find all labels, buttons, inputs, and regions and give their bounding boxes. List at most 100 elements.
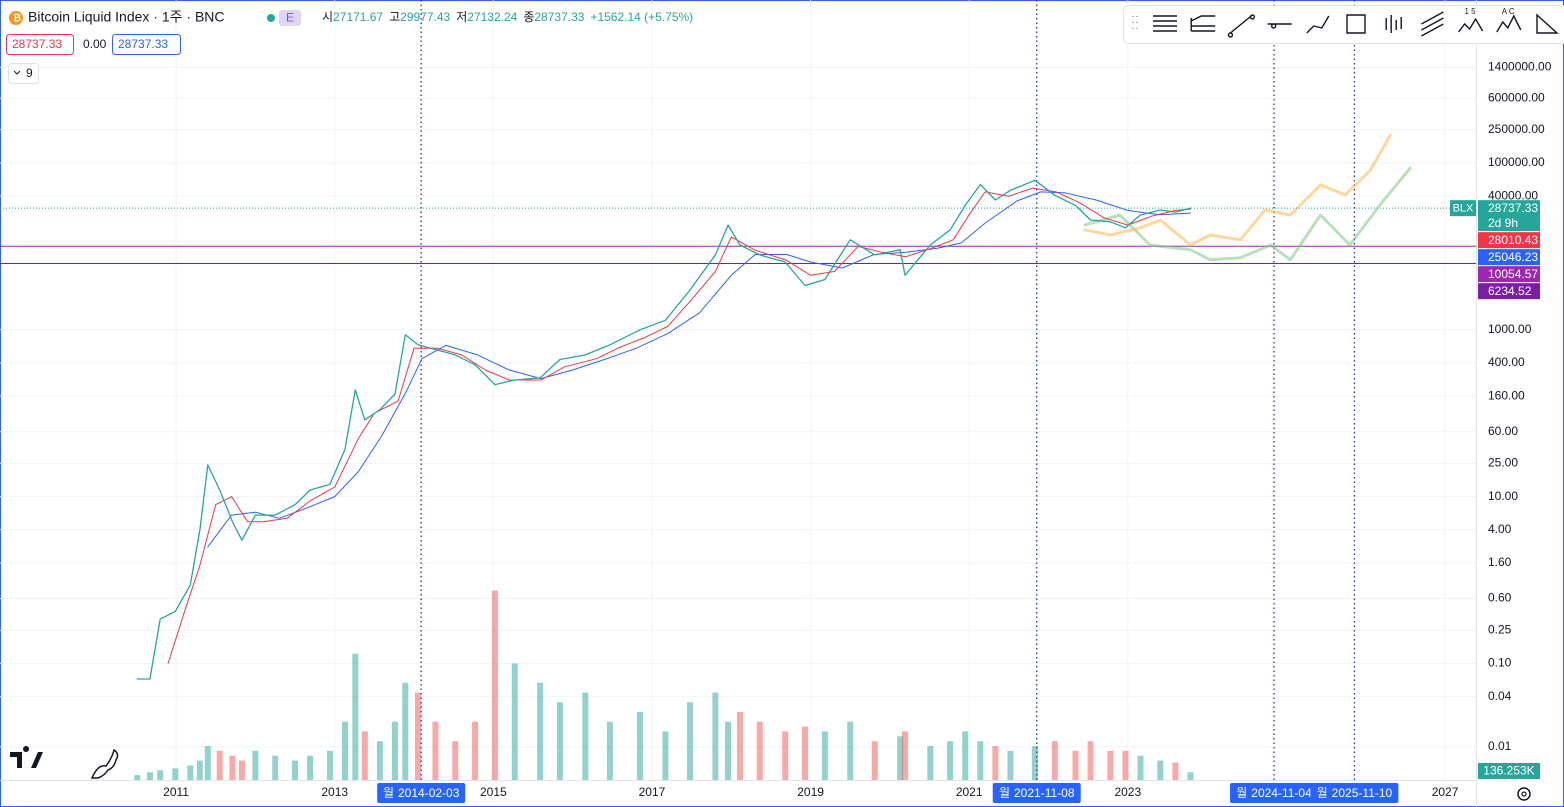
volume-bar: [352, 653, 359, 780]
price-tag-label: 25046.23: [1488, 250, 1538, 264]
volume-bar: [1137, 755, 1144, 780]
volume-pane: [134, 590, 1194, 780]
weekday: 월: [1236, 786, 1247, 800]
volume-bar: [821, 731, 828, 780]
date: 2014-02-03: [398, 786, 460, 800]
y-tick-label: 100000.00: [1488, 155, 1545, 169]
series-line: [207, 191, 1191, 548]
date-tag: [1230, 783, 1319, 803]
y-tick-label: 160.00: [1488, 388, 1525, 402]
tool-icon[interactable]: [1346, 14, 1366, 34]
settings-icon[interactable]: [1517, 787, 1531, 801]
weekday: 월: [1317, 786, 1328, 800]
tool-icon[interactable]: [1227, 14, 1256, 38]
volume-bar: [272, 755, 279, 780]
input-box[interactable]: [112, 34, 181, 55]
y-tick-label: 1400000.00: [1488, 60, 1552, 74]
volume-bar: [376, 741, 383, 780]
tool-icon[interactable]: [1153, 15, 1177, 32]
volume-bar: [134, 775, 141, 780]
logo: [10, 746, 43, 768]
x-tick-label: 2023: [1114, 785, 1141, 799]
y-tick-label: 1000.00: [1488, 322, 1532, 336]
volume-bar: [871, 741, 878, 780]
ohlc: 시27171.67 고29977.43 저27132.24 종28737.33 +156…: [322, 10, 693, 24]
tool-icon[interactable]: [1190, 15, 1216, 32]
tool-icon[interactable]: [1458, 17, 1484, 33]
volume-bar: [1007, 750, 1014, 780]
series-line: [136, 179, 1192, 680]
y-tick-label: 250000.00: [1488, 122, 1545, 136]
y-tick-label: 60.00: [1488, 424, 1518, 438]
volume-bar: [402, 682, 409, 780]
tool-icon[interactable]: [1385, 15, 1402, 33]
series-line: [1083, 133, 1392, 247]
weekday: 월: [999, 786, 1010, 800]
volume-bar: [962, 731, 969, 780]
tool-icon[interactable]: [1536, 13, 1559, 34]
tool-icon[interactable]: [1496, 14, 1522, 33]
x-tick-label: 2021: [956, 785, 983, 799]
volume-bar: [1087, 741, 1094, 780]
badge-box: [279, 10, 301, 26]
series-name-tag: [1450, 200, 1476, 217]
volume-bar: [472, 721, 479, 780]
date: 2024-11-04: [1251, 786, 1312, 800]
replay-icon[interactable]: [90, 748, 119, 779]
volume-bar: [1072, 750, 1079, 780]
y-tick-label: 0.01: [1488, 739, 1512, 753]
date-tag-label: 월 2021-11-08: [999, 786, 1075, 800]
volume-bar: [1187, 772, 1194, 780]
tool-icon[interactable]: [1421, 11, 1444, 37]
y-tick-label: 0.25: [1488, 622, 1512, 636]
indicators-toggle[interactable]: [8, 63, 39, 84]
price-tag-label: 28737.33: [1488, 201, 1538, 215]
x-tick-label: 2017: [639, 785, 666, 799]
drawing-toolbar: [1123, 5, 1564, 44]
market-status: [267, 14, 275, 22]
price-tag: [1478, 266, 1540, 283]
volume-bar: [712, 692, 719, 780]
volume-bar: [172, 768, 179, 780]
date-tag-label: 월 2014-02-03: [383, 786, 460, 800]
volume-bar: [556, 702, 563, 780]
symbol-icon: [9, 11, 23, 25]
volume-bar: [432, 721, 439, 780]
price-tag: [1478, 200, 1540, 232]
ohlc-key: 종: [523, 10, 534, 24]
volume-tag-label: 136.253K: [1483, 764, 1534, 778]
volume-tag: [1478, 763, 1540, 779]
input-box[interactable]: [6, 34, 74, 55]
price-tag: [1478, 249, 1540, 266]
volume-bar: [977, 741, 984, 780]
symbol-title[interactable]: Bitcoin Liquid Index · 1주 · BNC: [28, 9, 225, 25]
series-line: [1083, 166, 1412, 262]
volume-bar: [662, 731, 669, 780]
volume-bar: [216, 750, 223, 780]
tool-icon[interactable]: [1306, 15, 1330, 34]
volume-bar: [238, 760, 245, 780]
volume-bar: [637, 712, 644, 780]
volume-bar: [146, 772, 153, 780]
volume-bar: [802, 726, 809, 780]
x-tick-label: 2027: [1432, 785, 1459, 799]
volume-bar: [229, 755, 236, 780]
price-tag-label: 6234.52: [1488, 284, 1532, 298]
volume-bar: [414, 692, 421, 780]
y-tick-label: 1.60: [1488, 555, 1512, 569]
drag-handle[interactable]: [1132, 16, 1138, 29]
volume-bar: [204, 746, 211, 780]
date: 2025-11-10: [1332, 786, 1393, 800]
volume-bar: [1051, 741, 1058, 780]
volume-bar: [847, 721, 854, 780]
x-tick-label: 2015: [480, 785, 507, 799]
tool-icon[interactable]: [1267, 23, 1292, 29]
y-tick-label: 10.00: [1488, 489, 1518, 503]
volume-bar: [342, 721, 349, 780]
y-tick-label: 400.00: [1488, 355, 1525, 369]
overlay: ₿ Bitcoin Liquid Index · 1주 · BNC E 시271…: [6, 5, 1564, 801]
x-tick-label: 2013: [321, 785, 348, 799]
